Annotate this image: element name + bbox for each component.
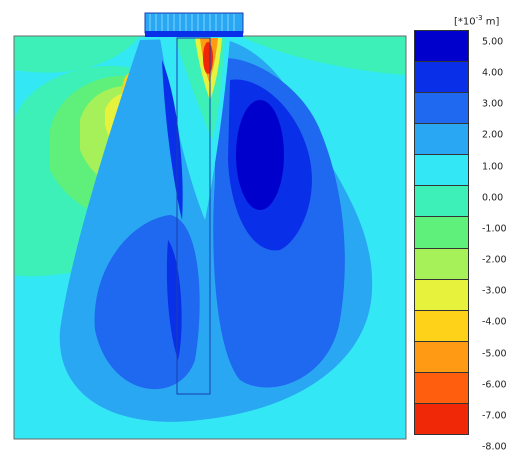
unit-prefix: [*10 <box>454 16 476 28</box>
contour-band <box>14 36 140 73</box>
pile-cap-base <box>145 31 243 37</box>
legend-tick-label: 5.00 <box>482 36 504 48</box>
legend-swatch <box>415 124 468 156</box>
legend-tick-label: -5.00 <box>482 348 507 360</box>
contour-band <box>203 42 213 74</box>
legend-tick-label: 4.00 <box>482 67 504 79</box>
color-legend: [*10-3 m] 5.00 4.00 3.00 2.00 1.00 0.00 -1.00 -… <box>414 0 527 453</box>
unit-exponent: -3 <box>475 14 483 22</box>
legend-tick-label: 3.00 <box>482 98 504 110</box>
legend-unit-label: [*10-3 m] <box>454 14 499 27</box>
contour-band <box>240 36 406 75</box>
legend-tick-label: 0.00 <box>482 192 504 204</box>
legend-tick-label: -8.00 <box>482 441 507 453</box>
legend-tick-label: 2.00 <box>482 129 504 141</box>
legend-swatch <box>415 93 468 125</box>
legend-swatch <box>415 279 468 311</box>
legend-swatch <box>415 62 468 94</box>
contour-band <box>162 60 183 220</box>
legend-swatch <box>415 341 468 373</box>
legend-tick-label: -2.00 <box>482 254 507 266</box>
legend-tick-label: -6.00 <box>482 379 507 391</box>
legend-swatch <box>415 217 468 249</box>
pile-cap-hatching <box>149 14 235 32</box>
unit-suffix: m] <box>482 16 500 28</box>
legend-swatch <box>415 372 468 404</box>
legend-tick-label: -7.00 <box>482 410 507 422</box>
contour-band <box>236 100 284 210</box>
contour-band <box>166 240 182 360</box>
pile-outline <box>176 37 211 395</box>
legend-tick-label: -1.00 <box>482 223 507 235</box>
legend-swatch <box>415 310 468 342</box>
displacement-contour-svg <box>13 12 407 440</box>
legend-swatch <box>415 186 468 218</box>
legend-swatch <box>415 31 468 63</box>
contour-plot <box>13 12 407 440</box>
legend-tick-label: -4.00 <box>482 316 507 328</box>
legend-swatch <box>415 248 468 280</box>
legend-tick-label: 1.00 <box>482 161 504 173</box>
legend-swatch <box>415 403 468 435</box>
legend-swatch <box>415 155 468 187</box>
legend-tick-label: -3.00 <box>482 285 507 297</box>
legend-color-bar <box>414 30 469 435</box>
